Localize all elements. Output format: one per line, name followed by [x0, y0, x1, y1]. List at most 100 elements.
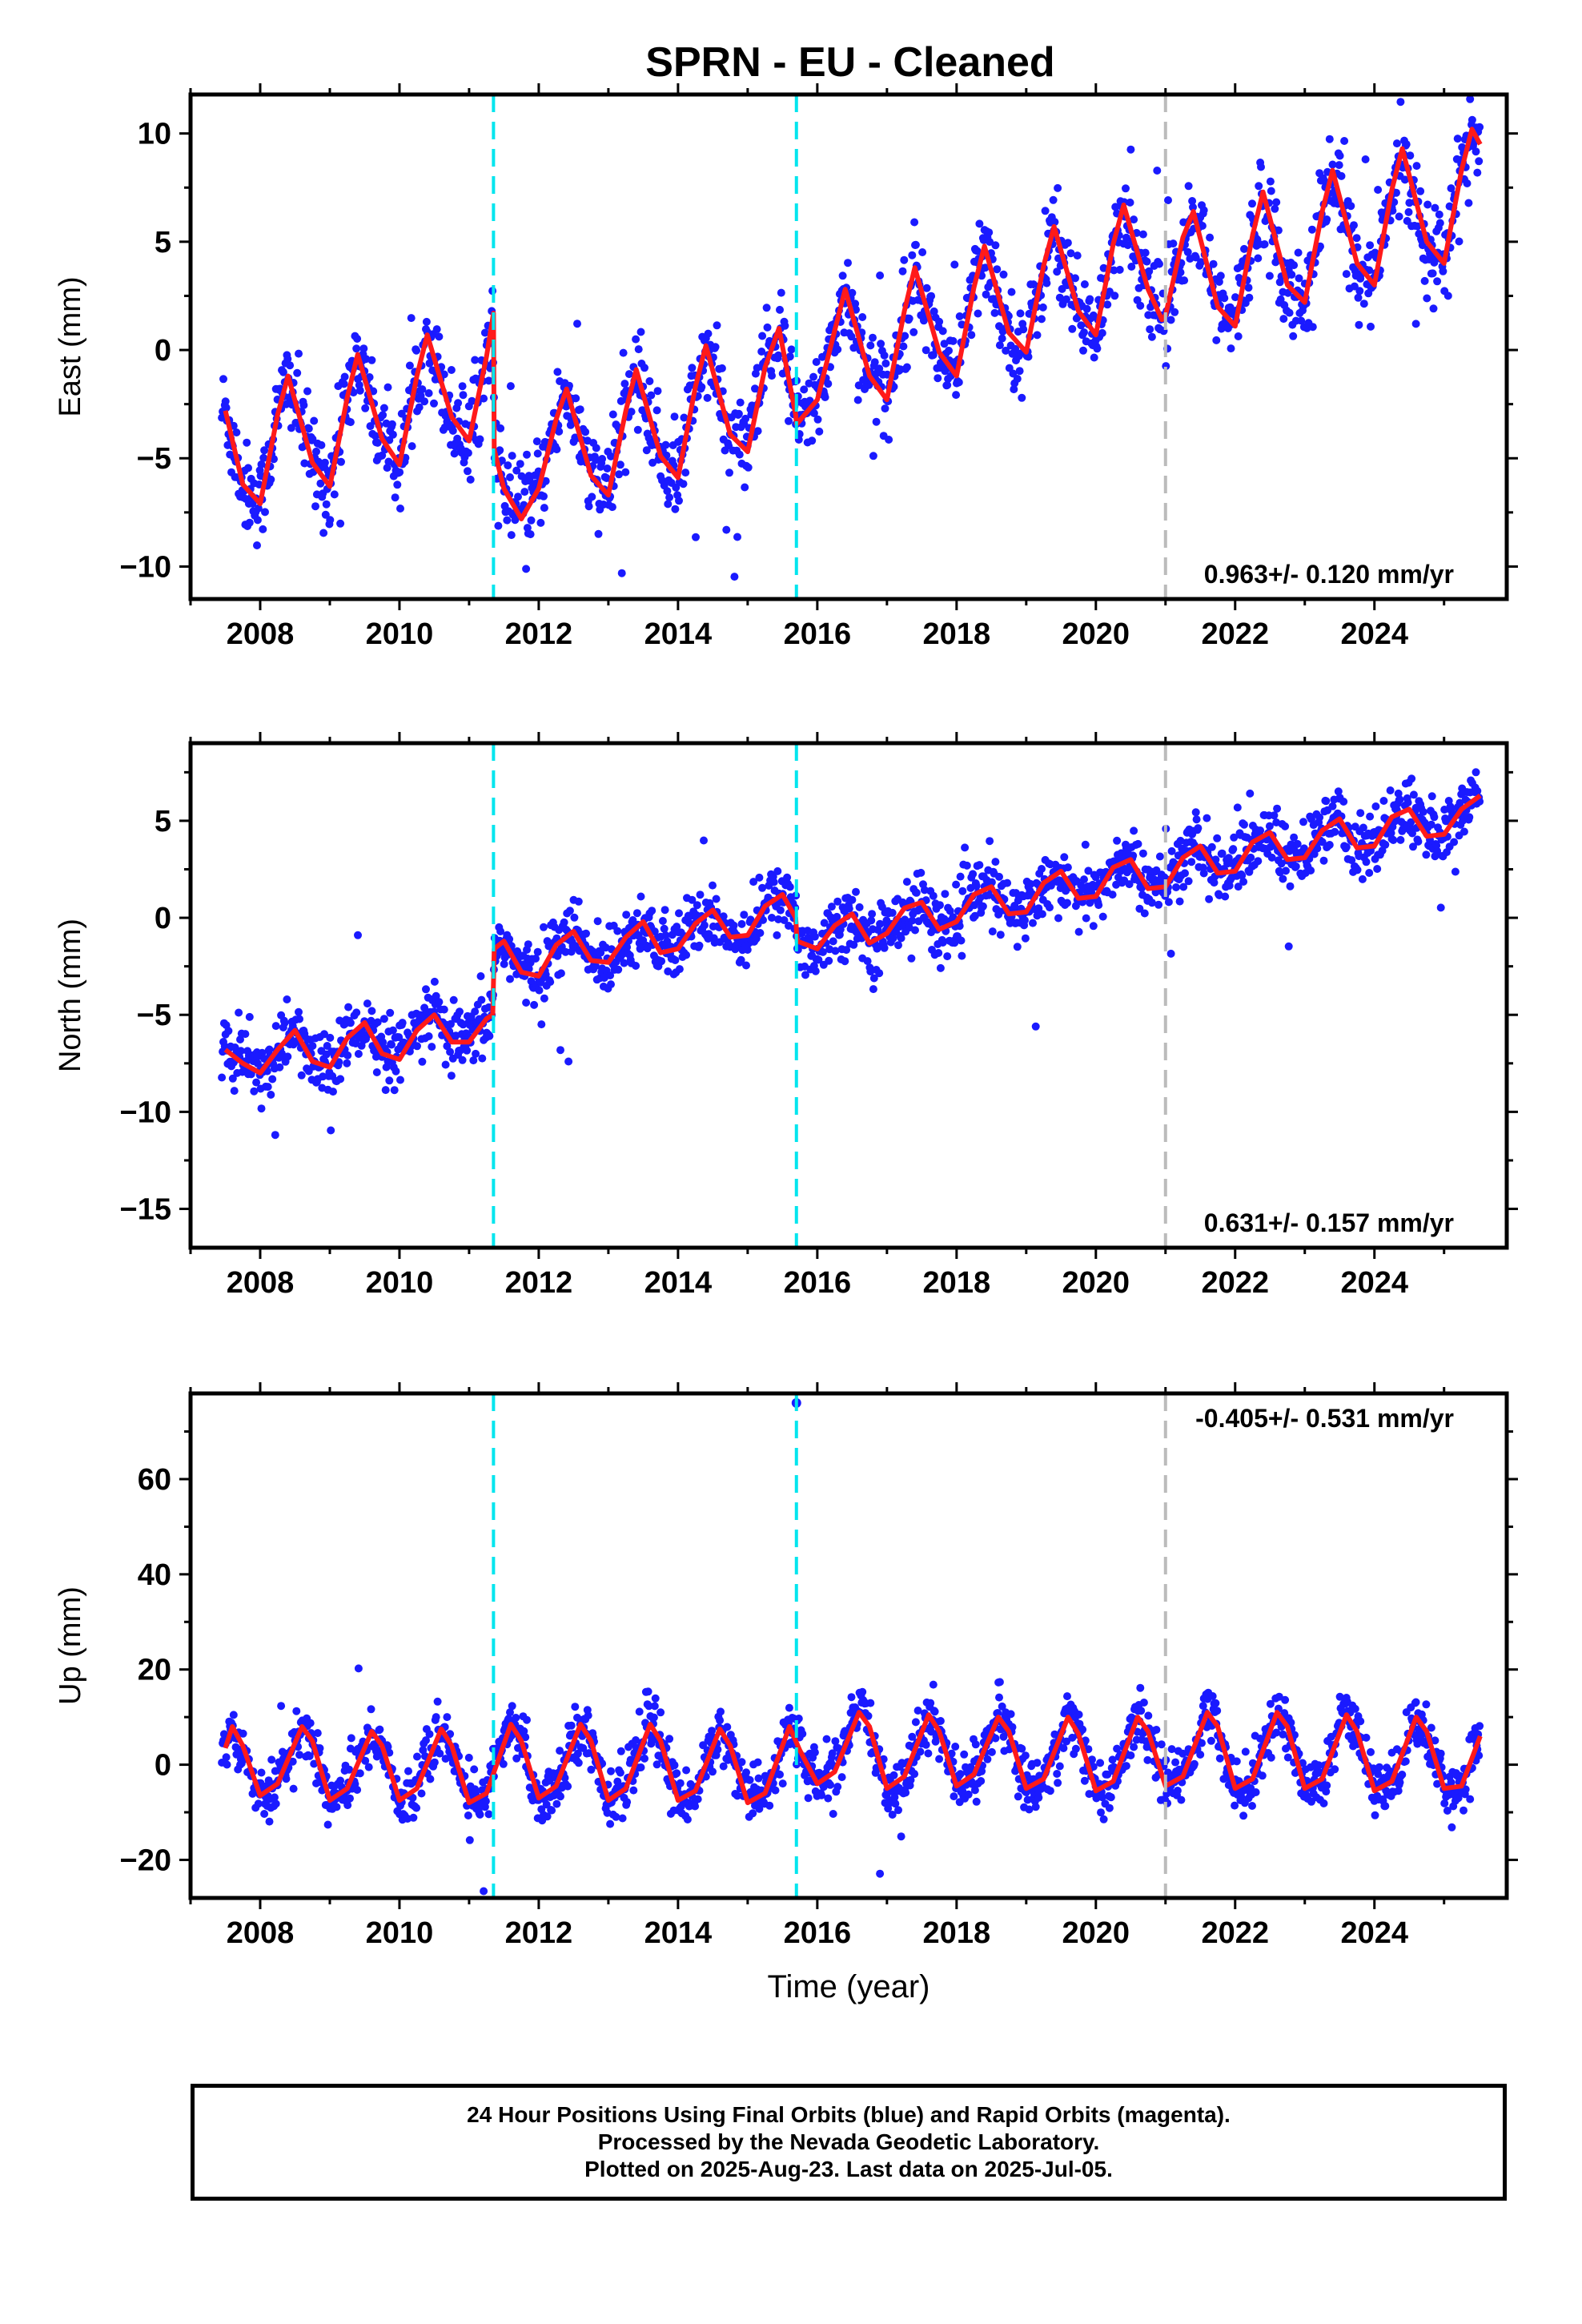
data-point	[496, 446, 504, 455]
data-point	[910, 1770, 919, 1779]
data-point	[295, 349, 303, 358]
data-point	[1050, 218, 1059, 227]
data-point	[934, 374, 942, 383]
data-point	[936, 1717, 945, 1725]
data-point	[808, 436, 817, 445]
data-point	[783, 873, 792, 882]
data-point	[921, 1740, 930, 1749]
data-point	[263, 1083, 272, 1092]
data-point	[824, 380, 833, 388]
data-point	[280, 1019, 289, 1027]
data-point	[1029, 919, 1037, 927]
data-point	[1113, 836, 1122, 845]
data-point	[1172, 883, 1180, 891]
data-point	[930, 1707, 939, 1716]
data-points	[218, 94, 1484, 581]
data-point	[1038, 303, 1047, 312]
plot-frame	[188, 92, 1509, 601]
data-point	[476, 435, 484, 444]
data-point	[283, 1052, 292, 1061]
data-point	[763, 323, 772, 332]
data-point	[1068, 1733, 1077, 1742]
data-point	[443, 1713, 452, 1722]
data-point	[872, 417, 881, 426]
data-point	[512, 1754, 521, 1763]
data-point	[265, 1045, 274, 1054]
data-point	[858, 313, 867, 321]
data-point	[722, 525, 731, 534]
data-point	[1435, 210, 1443, 219]
data-point	[435, 998, 444, 1007]
data-point	[1071, 1744, 1080, 1753]
data-point	[312, 447, 320, 456]
data-point	[265, 1817, 274, 1826]
data-point	[1008, 1723, 1017, 1731]
data-point	[622, 911, 631, 919]
data-point	[422, 1736, 430, 1745]
data-point	[640, 1754, 648, 1763]
data-point	[379, 1015, 388, 1023]
data-point	[1359, 823, 1367, 832]
data-point	[968, 1779, 977, 1788]
data-point	[458, 382, 467, 391]
data-point	[1011, 344, 1020, 353]
data-point	[405, 361, 414, 370]
data-point	[1313, 844, 1322, 853]
data-point	[709, 1767, 717, 1776]
data-point	[252, 1078, 261, 1087]
data-point	[1031, 1803, 1040, 1811]
data-point	[560, 1774, 569, 1782]
data-point	[1247, 853, 1255, 862]
data-point	[635, 1707, 644, 1716]
data-point	[1414, 837, 1423, 846]
data-point	[306, 1719, 315, 1727]
data-point	[1287, 271, 1296, 279]
data-point	[340, 372, 349, 381]
data-point	[339, 380, 348, 388]
data-point	[346, 418, 355, 427]
data-point	[379, 1038, 387, 1047]
data-point	[565, 907, 574, 915]
data-point	[320, 458, 329, 467]
data-point	[1180, 276, 1189, 285]
data-point	[616, 460, 624, 469]
data-point	[1194, 824, 1203, 833]
plot-area	[218, 94, 1484, 599]
data-point	[653, 387, 662, 396]
data-point	[825, 956, 833, 965]
data-point	[785, 883, 794, 891]
data-point	[1122, 233, 1130, 242]
data-point	[730, 573, 739, 581]
data-point	[1142, 257, 1151, 266]
data-point	[734, 409, 743, 418]
data-point	[1215, 277, 1223, 286]
data-point	[375, 1725, 384, 1734]
data-point	[636, 328, 645, 336]
data-point	[1210, 879, 1219, 887]
data-point	[755, 873, 764, 882]
data-point	[894, 1806, 902, 1815]
data-point	[270, 455, 278, 464]
data-point	[926, 1699, 935, 1707]
data-point	[753, 427, 762, 436]
data-point	[956, 1770, 965, 1779]
data-point	[361, 404, 370, 412]
data-point	[1359, 300, 1368, 308]
data-point	[975, 861, 984, 870]
data-point	[1299, 818, 1307, 826]
data-point	[899, 342, 908, 351]
data-point	[419, 1746, 428, 1755]
data-point	[889, 1771, 898, 1779]
data-point	[733, 1791, 741, 1800]
data-point	[560, 918, 568, 927]
data-point	[1433, 846, 1442, 855]
data-point	[1297, 316, 1306, 325]
data-point	[964, 1790, 973, 1799]
data-point	[688, 895, 697, 904]
data-point	[391, 1067, 400, 1076]
data-point	[275, 1063, 284, 1072]
data-point	[1230, 833, 1239, 842]
data-point	[742, 961, 750, 970]
data-point	[260, 1055, 269, 1063]
data-point	[1139, 1699, 1148, 1707]
